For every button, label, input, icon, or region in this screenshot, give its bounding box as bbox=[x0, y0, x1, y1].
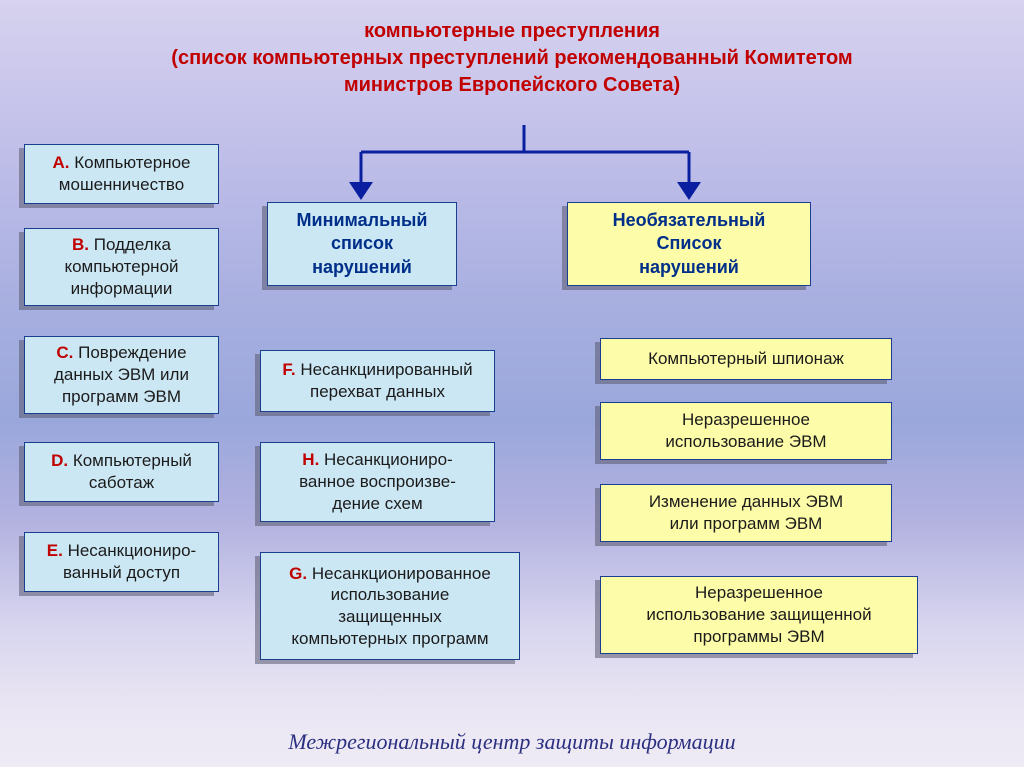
item-text-line: Несанкциониро- bbox=[68, 541, 197, 560]
item-letter: D. bbox=[51, 451, 73, 470]
item-letter: C. bbox=[56, 343, 78, 362]
arrow-down-icon bbox=[349, 182, 373, 200]
item-text-line: Неразрешенное bbox=[682, 409, 810, 431]
item-text-line: Компьютерный bbox=[73, 451, 192, 470]
left-item-2: C. Повреждение данных ЭВМ илипрограмм ЭВМ bbox=[24, 336, 219, 414]
item-text-line: саботаж bbox=[89, 472, 154, 494]
item-text-line: Неразрешенное bbox=[695, 582, 823, 604]
item-text-line: использование bbox=[331, 584, 450, 606]
item-text-line: использование защищенной bbox=[646, 604, 871, 626]
header-text-line: нарушений bbox=[639, 256, 739, 279]
title-line1: компьютерные преступления bbox=[364, 20, 660, 42]
right-item-2: Изменение данных ЭВМили программ ЭВМ bbox=[600, 484, 892, 542]
mid-item-1: H. Несанкциониро-ванное воспроизве-дение… bbox=[260, 442, 495, 522]
header-text-line: Минимальный bbox=[297, 209, 428, 232]
item-text-line: Повреждение bbox=[78, 343, 187, 362]
item-text-line: или программ ЭВМ bbox=[670, 513, 823, 535]
header-box-min: Минимальныйсписокнарушений bbox=[267, 202, 457, 286]
left-item-4: E. Несанкциониро-ванный доступ bbox=[24, 532, 219, 592]
item-text-line: информации bbox=[71, 278, 173, 300]
item-letter: F. bbox=[282, 360, 300, 379]
item-text-line: программы ЭВМ bbox=[693, 626, 824, 648]
item-text-line: мошенничество bbox=[59, 174, 184, 196]
item-text-line: компьютерных программ bbox=[291, 628, 488, 650]
left-item-3: D. Компьютерный саботаж bbox=[24, 442, 219, 502]
item-text-line: программ ЭВМ bbox=[62, 386, 181, 408]
item-letter: H. bbox=[302, 450, 324, 469]
page-title: компьютерные преступления (список компью… bbox=[0, 0, 1024, 105]
item-letter: B. bbox=[72, 235, 94, 254]
item-text-line: Изменение данных ЭВМ bbox=[649, 491, 843, 513]
item-text-line: дение схем bbox=[332, 493, 422, 515]
item-text-line: защищенных bbox=[338, 606, 441, 628]
footer-text: Межрегиональный центр защиты информации bbox=[0, 729, 1024, 755]
item-text-line: Компьютерное bbox=[74, 153, 190, 172]
left-item-0: A. Компьютерное мошенничество bbox=[24, 144, 219, 204]
item-letter: G. bbox=[289, 564, 312, 583]
left-item-1: B. Подделка компьютернойинформации bbox=[24, 228, 219, 306]
header-text-line: Список bbox=[657, 232, 722, 255]
right-item-0: Компьютерный шпионаж bbox=[600, 338, 892, 380]
header-box-opt: НеобязательныйСписокнарушений bbox=[567, 202, 811, 286]
header-text-line: нарушений bbox=[312, 256, 412, 279]
right-item-1: Неразрешенноеиспользование ЭВМ bbox=[600, 402, 892, 460]
right-item-3: Неразрешенноеиспользование защищеннойпро… bbox=[600, 576, 918, 654]
item-text-line: Подделка bbox=[94, 235, 171, 254]
item-text-line: ванное воспроизве- bbox=[299, 471, 456, 493]
item-letter: E. bbox=[47, 541, 68, 560]
item-text-line: использование ЭВМ bbox=[665, 431, 826, 453]
item-text-line: Несанкциониро- bbox=[324, 450, 453, 469]
title-line2: (список компьютерных преступлений рекоме… bbox=[171, 47, 852, 69]
item-text-line: данных ЭВМ или bbox=[54, 364, 189, 386]
mid-item-0: F. Несанкцинированный перехват данных bbox=[260, 350, 495, 412]
item-text-line: ванный доступ bbox=[63, 562, 180, 584]
item-text-line: Несанкцинированный bbox=[300, 360, 472, 379]
title-line3: министров Европейского Совета) bbox=[344, 74, 680, 96]
item-letter: A. bbox=[52, 153, 74, 172]
item-text-line: Компьютерный шпионаж bbox=[648, 348, 844, 370]
arrow-down-icon bbox=[677, 182, 701, 200]
item-text-line: перехват данных bbox=[310, 381, 445, 403]
item-text-line: Несанкционированное bbox=[312, 564, 491, 583]
mid-item-2: G. Несанкционированноеиспользованиезащищ… bbox=[260, 552, 520, 660]
header-text-line: Необязательный bbox=[613, 209, 766, 232]
header-text-line: список bbox=[331, 232, 393, 255]
item-text-line: компьютерной bbox=[64, 256, 178, 278]
